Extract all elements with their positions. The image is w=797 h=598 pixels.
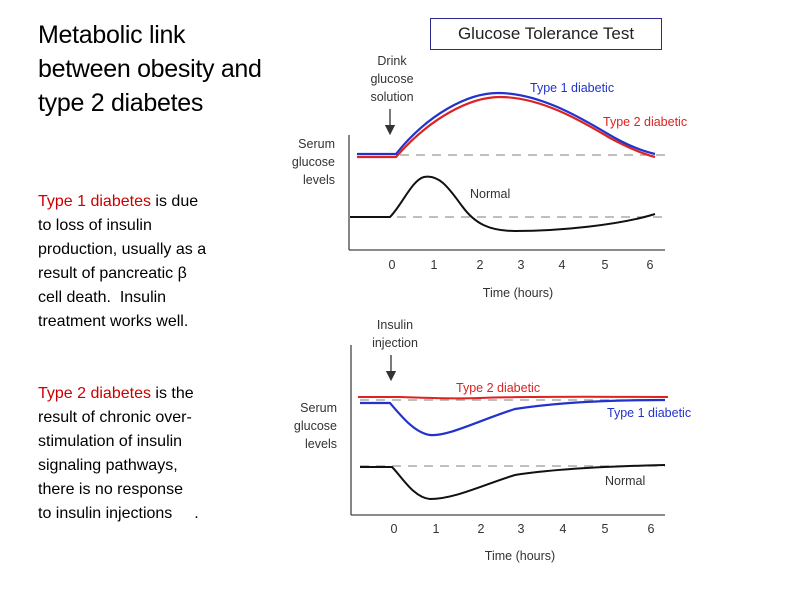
bottom-type1-curve: [360, 398, 666, 437]
bottom-ylabel-line-2: glucose: [294, 419, 337, 433]
top-tick-2: 2: [477, 258, 484, 272]
title-line-1: Metabolic link: [38, 21, 186, 49]
top-tick-4: 4: [559, 258, 566, 272]
slide-title: Metabolic link between obesity and type …: [38, 18, 288, 120]
type1-paragraph: Type 1 diabetes is due to loss of insuli…: [38, 190, 273, 334]
type2-line3: stimulation of insulin: [38, 433, 183, 450]
bottom-ylabel-line-1: Serum: [300, 401, 337, 415]
bottom-tick-3: 3: [518, 522, 525, 536]
bottom-type2-label: Type 2 diabetic: [456, 381, 540, 395]
bottom-event-label-2: injection: [372, 336, 418, 350]
bottom-event-label-1: Insulin: [377, 318, 413, 332]
bottom-ylabel-line-3: levels: [305, 437, 337, 451]
top-event-label-1: Drink: [377, 54, 407, 68]
top-event-label-3: solution: [370, 90, 413, 104]
type2-paragraph: Type 2 diabetes is the result of chronic…: [38, 382, 273, 526]
title-line-3: type 2 diabetes: [38, 89, 204, 117]
bottom-tick-4: 4: [560, 522, 567, 536]
bottom-xlabel: Time (hours): [485, 549, 555, 563]
top-tick-0: 0: [389, 258, 396, 272]
bottom-type1-label: Type 1 diabetic: [607, 406, 691, 420]
bottom-x-ticks: 0 1 2 3 4 5 6: [391, 522, 655, 536]
type2-line1-rest: is the: [150, 385, 194, 402]
type1-line6: treatment works well.: [38, 313, 189, 330]
type2-trailing: .: [194, 505, 199, 522]
top-normal-curve: [350, 175, 656, 233]
top-ylabel-line-3: levels: [303, 173, 335, 187]
type1-line5a: cell death.: [38, 289, 111, 306]
top-tick-3: 3: [518, 258, 525, 272]
bottom-tick-2: 2: [478, 522, 485, 536]
top-tick-6: 6: [647, 258, 654, 272]
top-ylabel-line-1: Serum: [298, 137, 335, 151]
bottom-tick-0: 0: [391, 522, 398, 536]
top-event-label-2: glucose: [370, 72, 413, 86]
type1-line3: production, usually as a: [38, 241, 207, 258]
type2-line4: signaling pathways,: [38, 457, 178, 474]
type2-line6: to insulin injections: [38, 505, 173, 522]
top-ylabel-line-2: glucose: [292, 155, 335, 169]
bottom-tick-6: 6: [648, 522, 655, 536]
type1-term: Type 1 diabetes: [38, 193, 151, 210]
type1-line2: to loss of insulin: [38, 217, 152, 234]
type2-line5: there is no response: [38, 481, 183, 498]
top-chart: Serum glucose levels Drink glucose solut…: [292, 54, 687, 300]
top-type2-curve: [357, 95, 656, 159]
top-tick-1: 1: [431, 258, 438, 272]
bottom-tick-5: 5: [602, 522, 609, 536]
type1-line5b: Insulin: [119, 289, 167, 306]
bottom-chart: Serum glucose levels Insulin injection T…: [294, 318, 691, 563]
bottom-normal-curve: [360, 464, 666, 501]
top-xlabel: Time (hours): [483, 286, 553, 300]
top-normal-label: Normal: [470, 187, 510, 201]
title-line-2: between obesity and: [38, 55, 262, 83]
type2-term: Type 2 diabetes: [38, 385, 151, 402]
type1-line4: result of pancreatic β: [38, 265, 187, 282]
type2-line2: result of chronic over-: [38, 409, 192, 426]
top-type1-curve: [357, 91, 656, 156]
top-tick-5: 5: [602, 258, 609, 272]
type1-line1-rest: is due: [150, 193, 199, 210]
test-title: Glucose Tolerance Test: [457, 24, 635, 43]
top-type1-label: Type 1 diabetic: [530, 81, 614, 95]
top-x-ticks: 0 1 2 3 4 5 6: [389, 258, 654, 272]
bottom-normal-label: Normal: [605, 474, 645, 488]
top-type2-label: Type 2 diabetic: [603, 115, 687, 129]
bottom-tick-1: 1: [433, 522, 440, 536]
bottom-type2-curve: [358, 395, 669, 400]
glucose-tolerance-test-box: Glucose Tolerance Test: [430, 18, 662, 50]
